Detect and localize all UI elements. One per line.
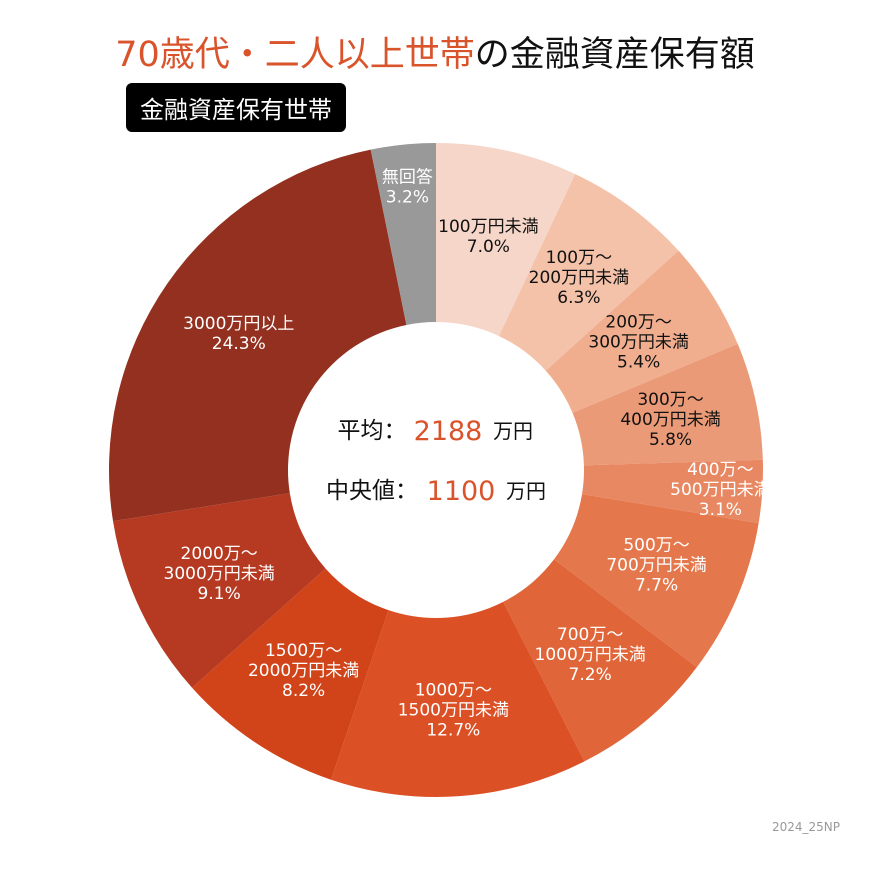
slice-8: [192, 568, 389, 780]
slice-percent: 12.7%: [426, 720, 480, 740]
slice-category: 1500万円未満: [398, 700, 509, 720]
slice-7: [331, 601, 585, 797]
chart-title: 70歳代・二人以上世帯の金融資産保有額: [0, 26, 870, 77]
slice-label-3: 300万～ 400万円未満 5.8%: [620, 390, 720, 450]
median-unit: 万円: [506, 479, 546, 503]
slice-category: 2000万～: [181, 544, 258, 564]
title-rest: の金融資産保有額: [474, 35, 755, 75]
slice-category: 400万円未満: [620, 410, 720, 430]
slice-percent: 6.3%: [557, 288, 600, 308]
slice-2: [545, 250, 738, 413]
slice-label-2: 200万～ 300万円未満 5.4%: [588, 312, 688, 372]
slice-category: 300万円未満: [588, 332, 688, 352]
slice-0: [436, 143, 576, 337]
slice-category: 1500万～: [265, 641, 342, 661]
slice-category: 500万円未満: [670, 480, 770, 500]
median-label: 中央値：: [326, 478, 418, 504]
slice-label-6: 700万～ 1000万円未満 7.2%: [535, 625, 646, 685]
slice-label-11: 無回答 3.2%: [382, 167, 433, 207]
slice-percent: 7.0%: [467, 237, 510, 257]
slice-percent: 3.2%: [386, 187, 429, 207]
slice-3: [572, 343, 763, 466]
slice-category: 1000万～: [415, 680, 492, 700]
slice-label-1: 100万～ 200万円未満 6.3%: [529, 248, 629, 308]
slice-11: [370, 143, 436, 325]
slice-label-10: 3000万円以上 24.3%: [183, 314, 294, 354]
slice-percent: 5.8%: [649, 430, 692, 450]
slice-percent: 7.2%: [569, 665, 612, 685]
slice-percent: 24.3%: [212, 334, 266, 354]
slice-category: 700万～: [557, 625, 623, 645]
slice-1: [499, 174, 679, 371]
slice-percent: 8.2%: [282, 681, 325, 701]
subtitle-badge: 金融資産保有世帯: [126, 83, 346, 132]
slice-category: 2000万円未満: [248, 661, 359, 681]
slice-category: 400万～: [687, 460, 753, 480]
mean-unit: 万円: [493, 419, 533, 443]
slice-category: 100万～: [546, 248, 612, 268]
slice-category: 300万～: [637, 390, 703, 410]
slice-label-7: 1000万～ 1500万円未満 12.7%: [398, 680, 509, 740]
slice-label-9: 2000万～ 3000万円未満 9.1%: [164, 544, 275, 604]
slice-10: [109, 149, 407, 522]
slice-category: 3000万円以上: [183, 314, 294, 334]
slice-4: [582, 459, 763, 524]
median-value: 1100: [427, 476, 496, 507]
credit: 2024_25NP: [771, 820, 840, 834]
slice-label-4: 400万～ 500万円未満 3.1%: [670, 460, 770, 520]
slice-label-0: 100万円未満 7.0%: [438, 217, 538, 257]
slice-category: 500万～: [623, 536, 689, 556]
slice-category: 1000万円未満: [535, 645, 646, 665]
slice-category: 200万～: [605, 312, 671, 332]
slice-percent: 5.4%: [617, 352, 660, 372]
slice-5: [554, 494, 759, 668]
mean-label: 平均：: [338, 418, 407, 444]
slice-category: 100万円未満: [438, 217, 538, 237]
slice-percent: 7.7%: [635, 576, 678, 596]
slice-category: 無回答: [382, 167, 433, 187]
slice-9: [113, 493, 326, 688]
slice-percent: 9.1%: [198, 584, 241, 604]
slice-category: 3000万円未満: [164, 564, 275, 584]
slice-percent: 3.1%: [699, 500, 742, 520]
title-highlight: 70歳代・二人以上世帯: [115, 35, 475, 75]
slice-label-5: 500万～ 700万円未満 7.7%: [606, 536, 706, 596]
mean-value: 2188: [414, 416, 483, 447]
slice-label-8: 1500万～ 2000万円未満 8.2%: [248, 641, 359, 701]
slice-category: 700万円未満: [606, 556, 706, 576]
slice-6: [503, 559, 697, 762]
slice-category: 200万円未満: [529, 268, 629, 288]
